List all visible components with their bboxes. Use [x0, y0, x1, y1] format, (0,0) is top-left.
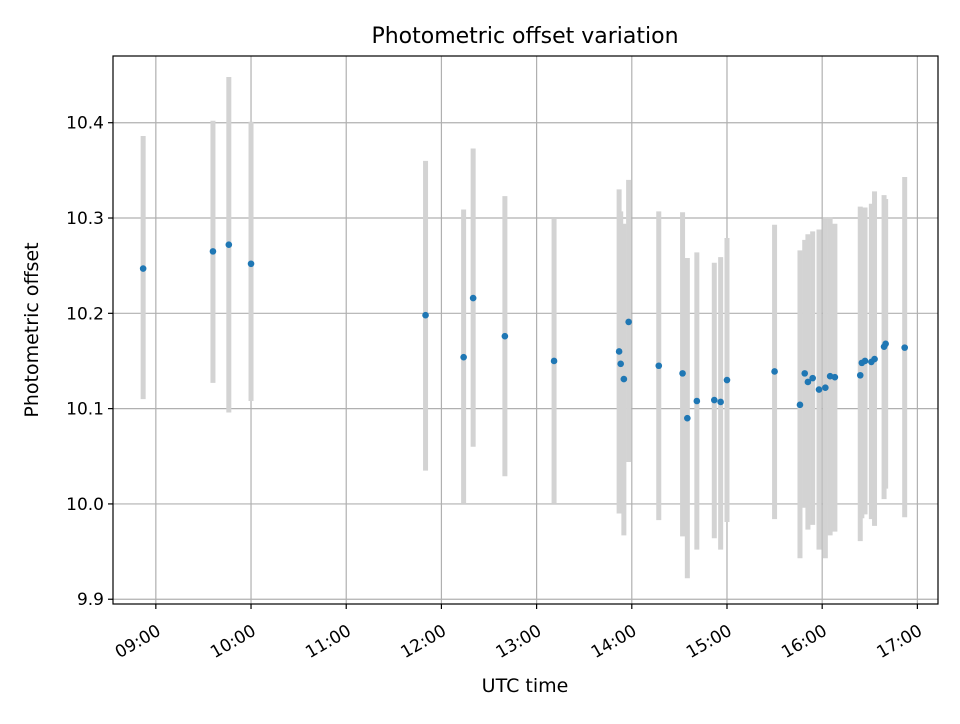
data-point [856, 371, 864, 379]
data-point [804, 378, 812, 386]
chart-title: Photometric offset variation [371, 24, 678, 49]
y-tick-label: 10.4 [66, 114, 104, 134]
data-point [771, 368, 778, 375]
data-point [796, 401, 804, 409]
data-point [679, 370, 686, 377]
data-point [693, 397, 701, 405]
y-axis: 9.9 10.0 10.1 10.2 10.3 10.4 [66, 114, 113, 610]
y-tick-label: 9.9 [77, 590, 104, 610]
data-point [139, 265, 147, 272]
data-point [815, 386, 823, 393]
data-point [225, 241, 233, 249]
data-point [861, 357, 869, 365]
plot-frame [112, 55, 939, 605]
data-point [831, 373, 839, 381]
data-point [247, 260, 255, 268]
data-point [822, 384, 829, 391]
data-point [717, 398, 724, 406]
data-point [620, 375, 628, 383]
data-point [460, 353, 467, 361]
y-axis-label: Photometric offset [21, 242, 43, 417]
data-point [550, 357, 558, 365]
data-point [882, 340, 889, 348]
y-tick-label: 10.1 [66, 400, 104, 420]
data-point [901, 344, 908, 351]
data-point [655, 362, 663, 370]
data-point [617, 360, 624, 368]
data-point [710, 396, 718, 404]
y-tick-label: 10.2 [66, 304, 104, 324]
data-point [469, 294, 477, 302]
data-point [422, 311, 429, 319]
data-point [501, 332, 509, 340]
data-point [801, 370, 809, 377]
y-tick-label: 10.3 [66, 209, 104, 229]
y-tick-label: 10.0 [66, 495, 104, 515]
x-axis-label: UTC time [482, 675, 569, 697]
data-point [625, 318, 632, 326]
data-point [809, 374, 816, 382]
data-points [139, 241, 908, 422]
data-point [615, 348, 623, 355]
data-point [684, 414, 691, 422]
data-point [209, 248, 217, 255]
data-point [871, 355, 878, 363]
data-point [723, 376, 731, 384]
